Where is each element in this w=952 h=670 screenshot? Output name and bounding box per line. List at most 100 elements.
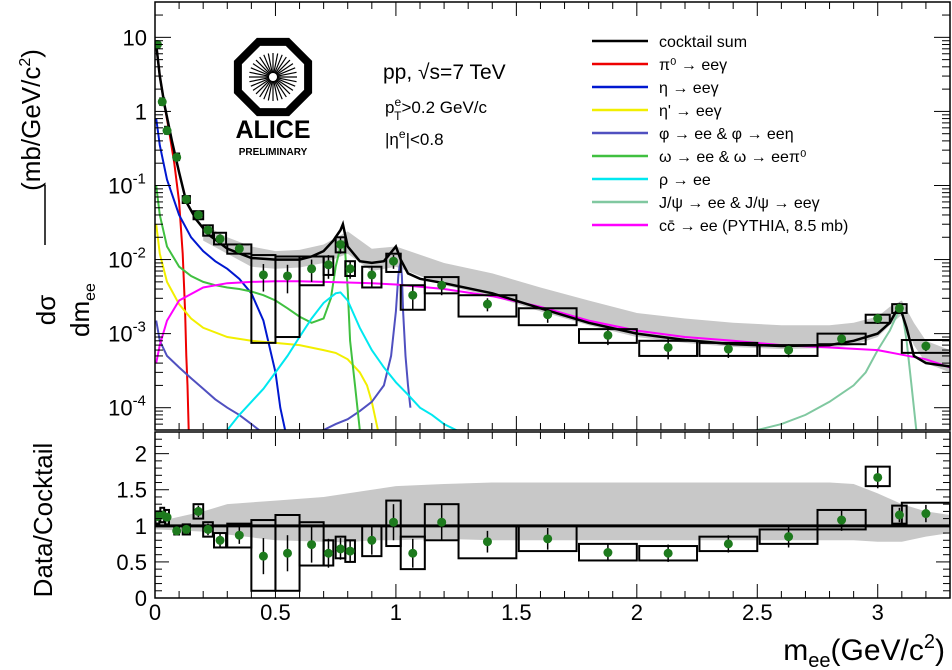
ratio-sys-box: [385, 499, 402, 548]
ratio-point: [921, 509, 931, 519]
data-point: [367, 270, 377, 280]
ratio-point: [723, 539, 733, 549]
series-line: [155, 118, 287, 430]
data-point: [437, 280, 447, 290]
data-point: [307, 264, 317, 274]
eta-cut-label: |ηe|<0.8: [385, 127, 444, 149]
sys-box: [274, 255, 301, 339]
y-tick-label: 0: [135, 586, 147, 611]
top-uncertainty-band: [203, 224, 950, 373]
x-tick-label: 1.5: [501, 600, 532, 625]
y-tick-label: 10-1: [108, 170, 146, 198]
data-point: [162, 126, 172, 136]
data-point: [193, 210, 203, 220]
data-point: [345, 264, 355, 274]
top-ylabel-denominator: dmee: [65, 283, 99, 337]
x-tick-label: 2: [631, 600, 643, 625]
x-tick-label: 3: [872, 600, 884, 625]
pt-cut-label: pe T>0.2 GeV/c: [385, 95, 488, 123]
ratio-sys-box: [192, 503, 205, 520]
bottom-uncertainty-band: [155, 482, 950, 543]
data-point: [837, 334, 847, 344]
top-plot-area: [155, 40, 950, 430]
legend-label: ρ → ee: [659, 172, 711, 189]
ratio-point: [307, 540, 317, 550]
system-label: pp, √s=7 TeV: [383, 61, 506, 84]
sys-box: [202, 224, 214, 237]
top-ylabel-unit: (mb/GeV/c2): [16, 49, 46, 191]
y-tick-label: 1.5: [116, 478, 147, 503]
ratio-point: [784, 532, 794, 542]
data-point: [603, 330, 613, 340]
ratio-point: [336, 544, 345, 554]
data-point: [157, 97, 167, 107]
bottom-plot-area: [155, 465, 950, 592]
y-tick-label: 10-3: [108, 319, 146, 347]
ratio-point: [482, 537, 492, 547]
data-point: [482, 299, 492, 309]
x-tick-label: 0.5: [260, 600, 291, 625]
bottom-panel: 0 0.5 1 1.5 2 2.5 300.511.52: [116, 431, 951, 625]
ratio-point: [389, 517, 398, 527]
axis-labels: dσ dmee (mb/GeV/c2) Data/Cocktail mee(Ge…: [16, 49, 945, 670]
ratio-point: [283, 548, 292, 558]
annotations: pp, √s=7 TeV pe T>0.2 GeV/c |ηe|<0.8: [383, 61, 506, 149]
data-point: [894, 303, 904, 313]
data-point: [921, 341, 931, 351]
data-point: [234, 244, 244, 254]
ratio-point: [663, 548, 673, 558]
legend-label: π⁰ → eeγ: [659, 57, 727, 74]
bottom-ylabel: Data/Cocktail: [28, 443, 58, 598]
data-point: [323, 260, 333, 270]
top-ylabel-numerator: dσ: [31, 295, 61, 326]
x-axis-label: mee(GeV/c2): [783, 631, 945, 670]
alice-logo: ALICE PRELIMINARY: [233, 37, 313, 158]
y-tick-label: 10: [123, 25, 147, 50]
ratio-point: [193, 506, 203, 516]
series-line: [753, 305, 918, 430]
ratio-sys-box: [517, 524, 578, 553]
ratio-point: [323, 548, 333, 558]
ratio-point: [234, 530, 244, 540]
ratio-point: [215, 535, 225, 545]
legend-label: J/ψ → ee & J/ψ → eeγ: [659, 195, 820, 212]
alice-logo-text: ALICE: [236, 116, 311, 144]
sys-box: [385, 252, 402, 273]
x-tick-label: 1: [390, 600, 402, 625]
ratio-point: [162, 512, 172, 522]
alice-logo-subtext: PRELIMINARY: [239, 147, 308, 158]
data-point: [663, 342, 673, 352]
series-line: [155, 185, 361, 430]
top-panel: 10 1 10-1 10-2 10-3 10-4: [108, 1, 951, 431]
ratio-point: [181, 524, 191, 534]
ratio-point: [408, 548, 418, 558]
x-tick-label: 0: [149, 600, 161, 625]
series-line: [155, 224, 379, 430]
data-point: [543, 310, 553, 320]
legend: cocktail sum π⁰ → eeγ η → eeγ η' → eeγ φ → e…: [592, 34, 848, 235]
bottom-frame: [154, 431, 951, 599]
data-point: [181, 194, 191, 204]
series-line: [226, 291, 458, 430]
ratio-point: [203, 524, 213, 534]
x-tick-label: 2.5: [742, 600, 773, 625]
legend-label: η → eeγ: [659, 80, 719, 97]
data-point: [215, 234, 225, 244]
legend-label: ω → ee & ω → eeπ⁰: [659, 149, 806, 166]
logo-center: [269, 73, 277, 81]
data-point: [172, 152, 182, 162]
data-point: [723, 344, 733, 354]
legend-label: φ → ee & φ → eeη: [659, 126, 794, 143]
ratio-sys-box: [202, 521, 214, 538]
y-tick-label: 0.5: [116, 550, 147, 575]
ratio-point: [873, 472, 883, 482]
ratio-sys-box: [399, 535, 426, 571]
top-frame: [154, 1, 951, 431]
ratio-point: [437, 517, 447, 527]
data-point: [784, 345, 794, 355]
y-tick-label: 2: [135, 442, 147, 467]
ratio-point: [603, 548, 613, 558]
alice-logo-emblem: [233, 37, 313, 117]
ratio-point: [543, 534, 553, 544]
